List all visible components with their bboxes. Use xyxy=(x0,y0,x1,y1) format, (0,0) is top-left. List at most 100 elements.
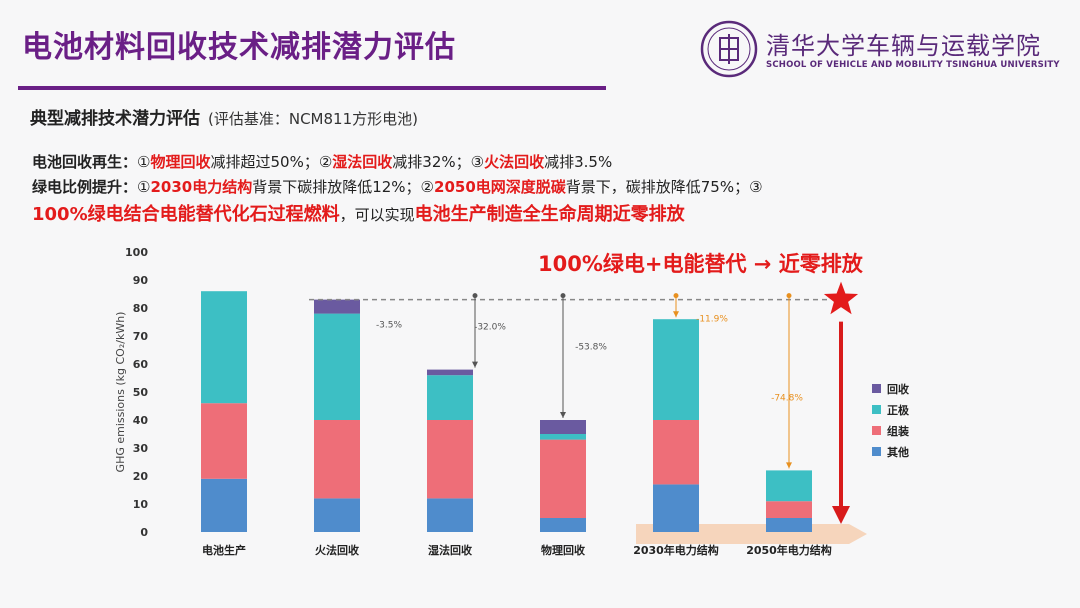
y-tick-label: 80 xyxy=(133,302,149,315)
bar-segment xyxy=(540,434,586,440)
recycling-summary-line: 电池回收再生：①物理回收减排超过50%；②湿法回收减排32%；③火法回收减排3.… xyxy=(32,151,612,172)
title-underline xyxy=(18,86,606,90)
text-span: 减排超过50%；② xyxy=(210,153,333,171)
near-zero-headline: 100%绿电+电能替代 → 近零排放 xyxy=(538,252,863,276)
reduction-arrow-origin xyxy=(673,293,679,299)
bar-segment xyxy=(427,420,473,499)
green-power-summary-line: 绿电比例提升：①2030电力结构背景下碳排放降低12%；②2050电网深度脱碳背… xyxy=(32,176,763,197)
university-seal-icon xyxy=(700,20,758,78)
legend-label: 其他 xyxy=(887,445,909,459)
bar-segment xyxy=(540,518,586,532)
legend-item: 组装 xyxy=(872,420,909,441)
reduction-arrow-origin xyxy=(560,293,566,299)
reduction-arrow-head xyxy=(472,361,478,368)
x-category-label: 2030年电力结构 xyxy=(633,543,719,557)
x-category-label: 电池生产 xyxy=(202,543,246,557)
legend-label: 正极 xyxy=(887,403,909,417)
bar-segment xyxy=(766,501,812,518)
legend-item: 其他 xyxy=(872,441,909,462)
near-zero-summary-line: 100%绿电结合电能替代化石过程燃料，可以实现电池生产制造全生命周期近零排放 xyxy=(32,200,685,226)
chart-legend: 回收 正极 组装 其他 xyxy=(872,378,909,462)
green-power-label: 绿电比例提升： xyxy=(32,178,138,196)
text-span: ，可以实现 xyxy=(339,206,415,224)
subtitle-text: 典型减排技术潜力评估 xyxy=(30,109,200,129)
bar-segment xyxy=(427,498,473,532)
bar-segment xyxy=(427,369,473,376)
legend-label: 回收 xyxy=(887,382,909,396)
legend-swatch xyxy=(872,384,881,393)
y-axis-title: GHG emissions (kg CO₂/kWh) xyxy=(114,312,127,473)
bar-segment xyxy=(653,420,699,485)
highlight-span: 火法回收 xyxy=(484,153,545,171)
y-tick-label: 0 xyxy=(140,526,148,539)
bar-segment xyxy=(653,484,699,532)
bar-segment xyxy=(540,420,586,434)
y-tick-label: 90 xyxy=(133,274,149,287)
highlight-span: 2050电网深度脱碳 xyxy=(434,178,566,196)
reduction-label: -11.9% xyxy=(696,315,728,325)
legend-swatch xyxy=(872,426,881,435)
text-span: 背景下碳排放降低12%；② xyxy=(252,178,435,196)
x-category-label: 湿法回收 xyxy=(428,543,472,557)
text-span: 减排32%；③ xyxy=(392,153,485,171)
y-tick-label: 10 xyxy=(133,498,149,511)
reduction-label: -32.0% xyxy=(474,323,506,333)
y-tick-label: 50 xyxy=(133,386,149,399)
reduction-arrow-origin xyxy=(472,293,478,299)
reduction-label: -3.5% xyxy=(376,321,403,331)
x-category-label: 物理回收 xyxy=(541,543,585,557)
legend-swatch xyxy=(872,405,881,414)
text-span: ① xyxy=(137,153,151,171)
bar-segment xyxy=(314,420,360,499)
emissions-chart-svg: 0 10 20 30 40 50 60 70 80 90 100 GHG emissions (kg … xyxy=(114,246,867,557)
highlight-span: 湿法回收 xyxy=(332,153,393,171)
bar-segment xyxy=(427,375,473,420)
text-span: 背景下，碳排放降低75%；③ xyxy=(565,178,763,196)
legend-swatch xyxy=(872,447,881,456)
recycling-label: 电池回收再生： xyxy=(32,153,138,171)
y-tick-label: 70 xyxy=(133,330,149,343)
y-tick-label: 30 xyxy=(133,442,149,455)
university-name-cn: 清华大学车辆与运载学院 xyxy=(766,32,1041,60)
reduction-label: -74.8% xyxy=(771,393,803,403)
highlight-span: 电池生产制造全生命周期近零排放 xyxy=(414,204,685,225)
bar-segment xyxy=(766,470,812,502)
university-logo: 清华大学车辆与运载学院 SCHOOL OF VEHICLE AND MOBILI… xyxy=(700,20,1060,80)
bar-segment xyxy=(314,498,360,532)
highlight-span: 2030电力结构 xyxy=(150,178,253,196)
bar-segment xyxy=(653,319,699,420)
bar-segment xyxy=(314,299,360,314)
university-name-en: SCHOOL OF VEHICLE AND MOBILITY TSINGHUA … xyxy=(766,60,1060,70)
section-subtitle: 典型减排技术潜力评估 (评估基准：NCM811方形电池) xyxy=(30,104,418,129)
reduction-arrow-head xyxy=(673,311,679,318)
reduction-arrow-head xyxy=(560,412,566,418)
text-span: ① xyxy=(137,178,151,196)
reduction-arrow-head xyxy=(786,462,792,469)
y-tick-label: 100 xyxy=(125,246,148,259)
bar-segment xyxy=(314,313,360,420)
text-span: 减排3.5% xyxy=(544,153,613,171)
y-tick-label: 60 xyxy=(133,358,149,371)
y-tick-label: 40 xyxy=(133,414,149,427)
legend-label: 组装 xyxy=(887,424,909,438)
reduction-arrow-origin xyxy=(786,293,792,299)
bar-segment xyxy=(766,518,812,532)
near-zero-arrow-head xyxy=(832,506,850,524)
y-tick-label: 20 xyxy=(133,470,149,483)
legend-item: 回收 xyxy=(872,378,909,399)
baseline-star-icon xyxy=(823,281,859,315)
bar-segment xyxy=(201,403,247,479)
bar-segment xyxy=(540,439,586,518)
reduction-label: -53.8% xyxy=(575,343,607,353)
bar-segment xyxy=(201,291,247,404)
emissions-chart: 0 10 20 30 40 50 60 70 80 90 100 GHG emissions (kg … xyxy=(100,230,900,574)
slide-title: 电池材料回收技术减排潜力评估 xyxy=(22,30,456,65)
subtitle-note: (评估基准：NCM811方形电池) xyxy=(208,110,418,128)
bar-segment xyxy=(201,478,247,532)
x-category-label: 火法回收 xyxy=(315,543,359,557)
x-category-label: 2050年电力结构 xyxy=(746,543,832,557)
legend-item: 正极 xyxy=(872,399,909,420)
highlight-span: 物理回收 xyxy=(150,153,211,171)
highlight-span: 100%绿电结合电能替代化石过程燃料 xyxy=(32,204,340,225)
